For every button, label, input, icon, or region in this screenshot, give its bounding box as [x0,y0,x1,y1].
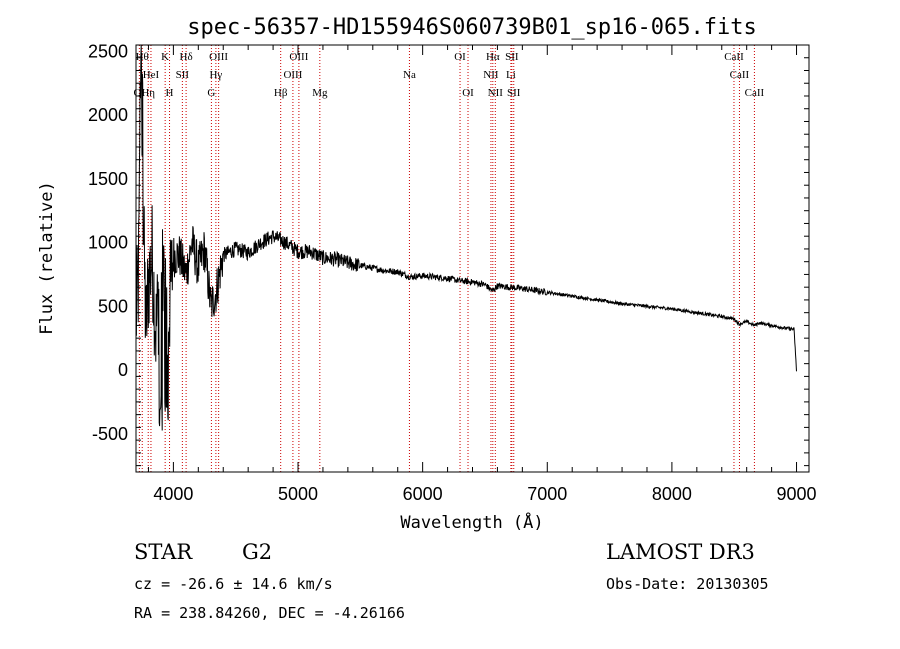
line-label-8: G [207,87,215,99]
line-label-20: NII [488,87,504,99]
x-axis-ticks: 4000 5000 6000 7000 8000 9000 [147,45,817,504]
object-class: STAR [134,540,193,564]
spectrum-line [135,44,797,431]
line-label-5: H [166,87,174,99]
line-label-12: OIII [283,69,302,81]
line-label-14: Mg [312,87,328,99]
line-label-4: K [161,51,169,63]
line-label-13: OIII [289,51,308,63]
x-tick-label-5: 9000 [777,484,817,504]
line-label-10: OIII [209,51,228,63]
line-label-15: Na [403,69,416,81]
y-tick-label-2: 500 [98,296,128,316]
spectral-line-markers [138,45,755,472]
y-tick-label-5: 2000 [88,105,128,125]
line-label-21: SII [505,51,519,63]
x-tick-label-2: 6000 [403,484,443,504]
line-label-6: SII [176,69,190,81]
line-label-26: CaII [745,87,765,99]
y-axis-ticks: -500 0 500 1000 1500 2000 2500 [88,41,809,467]
line-label-23: SII [507,87,521,99]
plot-frame [135,44,810,473]
line-label-9: Hγ [209,69,222,81]
y-tick-label-1: 0 [118,360,128,380]
x-tick-label-4: 8000 [652,484,692,504]
line-label-25: CaII [730,69,750,81]
spectral-line-labels: OIHθHηHeIKHSIIHδGHγOIIIHβOIIIOIIIMgNaOIO… [134,51,765,99]
line-label-22: Li [506,69,516,81]
line-label-18: NII [483,69,499,81]
line-label-3: HeI [143,69,160,81]
x-tick-label-3: 7000 [527,484,567,504]
observation-date: Obs-Date: 20130305 [606,575,769,593]
line-label-7: Hδ [180,51,193,63]
line-label-11: Hβ [274,87,288,99]
coordinates: RA = 238.84260, DEC = -4.26166 [134,604,405,622]
line-label-24: CaII [724,51,744,63]
line-label-16: OI [454,51,466,63]
line-label-17: OI [462,87,474,99]
y-tick-label-6: 2500 [88,41,128,61]
redshift-velocity: cz = -26.6 ± 14.6 km/s [134,575,333,593]
y-axis-label: Flux (relative) [37,181,57,335]
spectral-subclass: G2 [242,540,273,564]
line-label-1: Hθ [136,51,149,63]
x-tick-label-0: 4000 [153,484,193,504]
survey-name: LAMOST DR3 [606,540,755,564]
chart-title: spec-56357-HD155946S060739B01_sp16-065.f… [187,15,757,40]
x-tick-label-1: 5000 [278,484,318,504]
y-tick-label-0: -500 [92,424,128,444]
line-label-2: Hη [141,87,155,99]
y-tick-label-4: 1500 [88,169,128,189]
x-axis-label: Wavelength (Å) [400,511,543,533]
y-tick-label-3: 1000 [88,233,128,253]
line-label-19: Hα [486,51,500,63]
